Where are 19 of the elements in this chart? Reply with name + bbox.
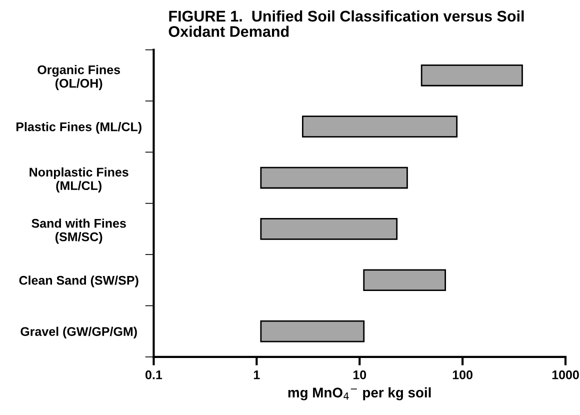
bar — [260, 166, 408, 189]
x-tick-label: 1000 — [552, 370, 579, 380]
x-tick-label: 1 — [254, 370, 260, 380]
chart-title: FIGURE 1. Unified Soil Classification versus Soil Oxidant Demand — [168, 10, 524, 37]
bar — [260, 218, 398, 240]
bar — [260, 320, 365, 342]
x-tick-label: 0.1 — [146, 370, 162, 380]
bar — [363, 269, 446, 292]
bar — [302, 116, 458, 138]
y-tick-label: Clean Sand (SW/SP) — [19, 276, 138, 288]
x-axis-title: mg MnO$_{4}$$^{−}$ per kg soil — [288, 387, 431, 400]
y-tick-label: Plastic Fines (ML/CL) — [16, 122, 142, 134]
x-tick-label: 10 — [353, 370, 366, 380]
bar — [420, 64, 523, 86]
y-tick-label: Nonplastic Fines (ML/CL) — [30, 167, 128, 193]
y-tick-label: Sand with Fines (SM/SC) — [32, 218, 126, 244]
x-tick-label: 100 — [452, 370, 472, 380]
y-tick-label: Gravel (GW/GP/GM) — [20, 326, 137, 338]
y-tick-label: Organic Fines (OL/OH) — [38, 65, 120, 90]
